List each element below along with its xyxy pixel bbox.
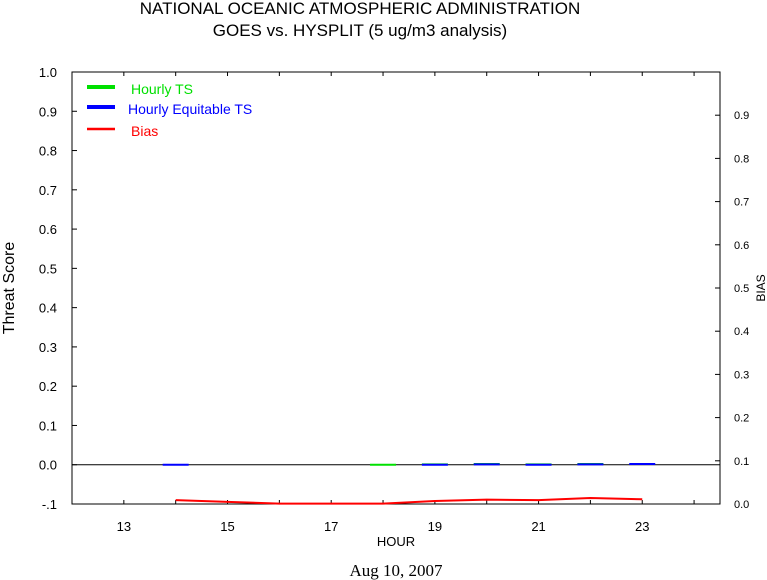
x-tick-label: 19 [428,519,442,534]
y-tick-label: 0.4 [39,301,57,316]
y-axis-right-ticks: 0.0 0.1 0.2 0.3 0.4 0.5 0.6 0.7 0.8 0.9 [715,110,749,511]
legend-label-hourly-equitable-ts: Hourly Equitable TS [128,101,252,117]
y-tick-label: 0.5 [39,261,57,276]
y-tick-label: 0.7 [39,183,57,198]
series-layer [162,462,656,505]
y-tick-label: 0.0 [39,458,57,473]
y-right-tick-label: 0.6 [734,240,749,252]
chart-subtitle: GOES vs. HYSPLIT (5 ug/m3 analysis) [213,21,507,40]
x-axis-label: HOUR [377,534,415,549]
x-tick-label: 23 [635,519,649,534]
y-tick-label: 0.9 [39,104,57,119]
y-tick-label: 1.0 [39,65,57,80]
x-tick-label: 13 [117,519,131,534]
y-right-tick-label: 0.7 [734,197,749,209]
y-right-tick-label: 0.0 [734,499,749,511]
y-tick-label: 0.1 [39,418,57,433]
date-label: Aug 10, 2007 [349,561,443,580]
y-tick-label: 0.6 [39,222,57,237]
y-axis-left-ticks: -.1 0.0 0.1 0.2 0.3 0.4 0.5 0.6 0.7 0.8 0.9 1.0 [39,65,77,512]
y-right-tick-label: 0.5 [734,283,749,295]
y-axis-label: Threat Score [1,242,18,335]
y-right-tick-label: 0.8 [734,153,749,165]
legend: Hourly TS Hourly Equitable TS Bias [87,81,252,139]
x-tick-label: 17 [324,519,338,534]
y-right-tick-label: 0.9 [734,110,749,122]
legend-label-hourly-ts: Hourly TS [131,81,193,97]
y-axis-right-label: BIAS [754,274,767,301]
x-tick-label: 15 [220,519,234,534]
legend-label-bias: Bias [131,123,158,139]
y-right-tick-label: 0.3 [734,369,749,381]
chart-title: NATIONAL OCEANIC ATMOSPHERIC ADMINISTRAT… [140,0,580,18]
y-right-tick-label: 0.1 [734,456,749,468]
x-axis-ticks: 13 15 17 19 21 23 [71,72,695,534]
y-tick-label: 0.2 [39,379,57,394]
x-tick-label: 21 [531,519,545,534]
y-tick-label: 0.3 [39,340,57,355]
plot-frame [71,71,721,505]
y-right-tick-label: 0.2 [734,413,749,425]
y-right-tick-label: 0.4 [734,326,749,338]
series-line-bias [175,496,643,505]
y-tick-label: 0.8 [39,144,57,159]
y-tick-label: -.1 [42,497,57,512]
